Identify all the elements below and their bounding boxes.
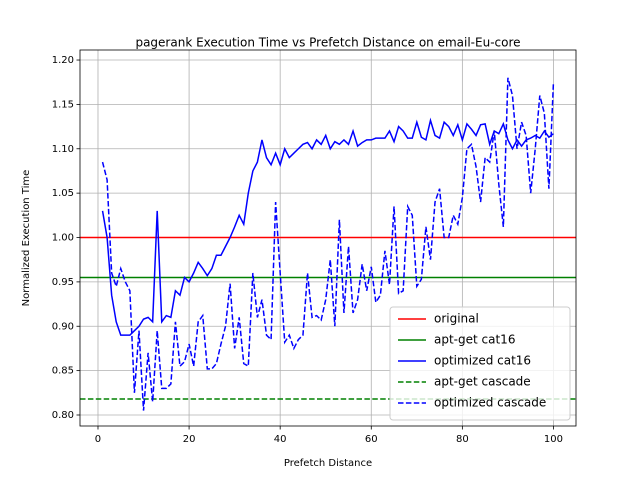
x-tick-label: 0 <box>95 434 101 445</box>
data-line <box>101 117 554 336</box>
legend-box <box>389 306 571 421</box>
x-tick-label: 80 <box>456 434 469 445</box>
plot-frame <box>79 49 577 427</box>
y-tick-label: 1.20 <box>52 55 74 66</box>
y-tick-label: 0.85 <box>52 366 74 377</box>
y-tick-label: 1.00 <box>52 233 74 244</box>
y-tick-label: 0.95 <box>52 277 74 288</box>
legend-label: apt-get cat16 <box>434 333 515 347</box>
legend-label: original <box>434 312 479 326</box>
legend-label: optimized cat16 <box>434 354 531 368</box>
x-tick-label: 60 <box>365 434 378 445</box>
y-tick-label: 1.10 <box>52 144 74 155</box>
y-tick-label: 1.15 <box>52 99 74 110</box>
x-tick-label: 20 <box>183 434 196 445</box>
legend-label: apt-get cascade <box>434 375 531 389</box>
x-tick-label: 40 <box>274 434 287 445</box>
x-axis-label: Prefetch Distance <box>284 458 372 469</box>
x-tick-label: 100 <box>544 434 563 445</box>
y-tick-label: 0.80 <box>52 410 74 421</box>
y-axis-label: Normalized Execution Time <box>21 170 32 307</box>
chart-title: pagerank Execution Time vs Prefetch Dist… <box>135 36 520 50</box>
y-tick-label: 1.05 <box>52 188 74 199</box>
data-line <box>101 77 555 411</box>
y-tick-label: 0.90 <box>52 321 74 332</box>
legend-label: optimized cascade <box>434 396 546 410</box>
